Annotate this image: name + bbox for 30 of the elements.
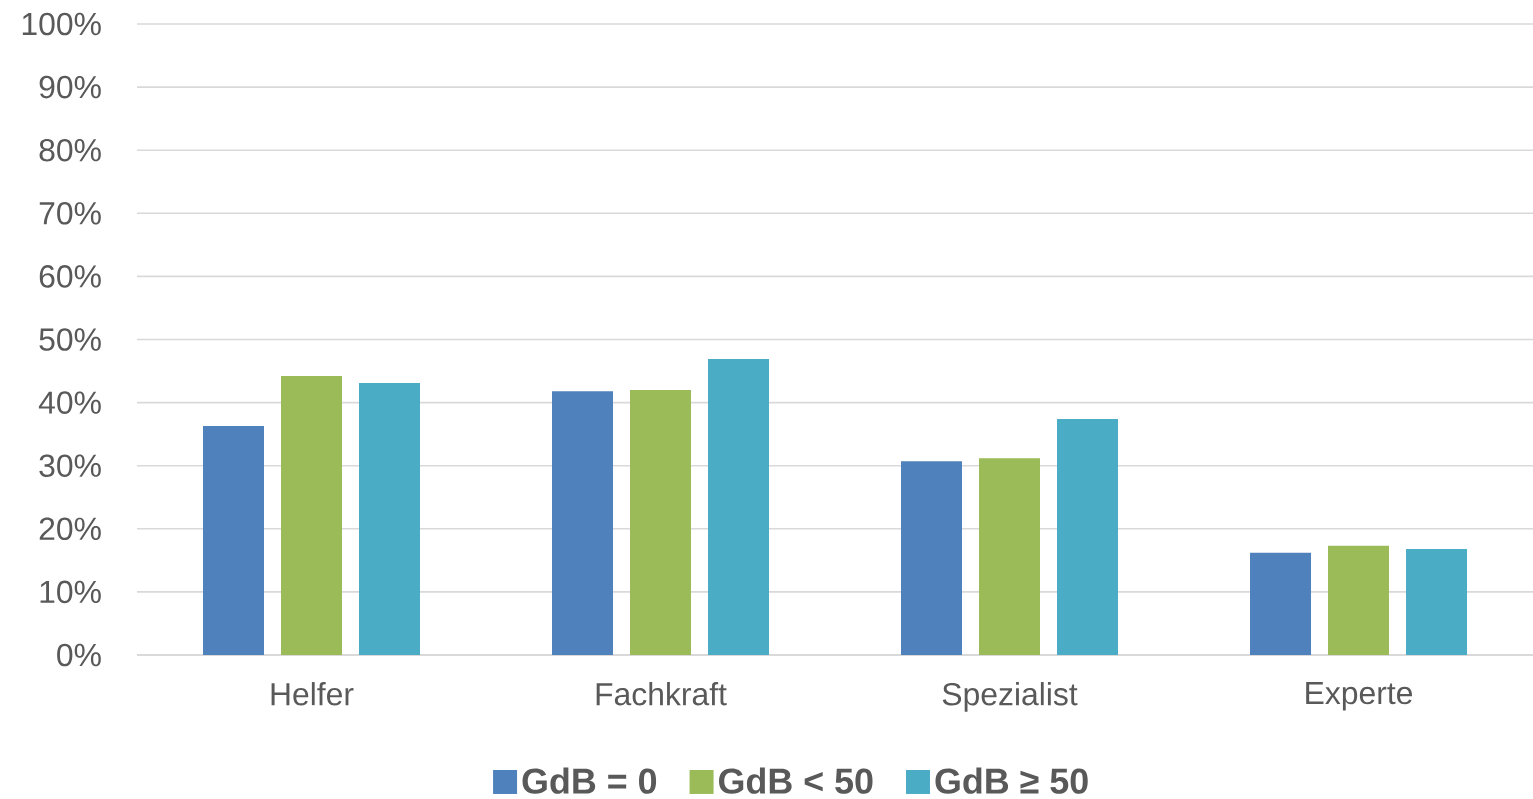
- legend-label: GdB < 50: [719, 767, 873, 794]
- y-tick-label: 50%: [39, 328, 101, 351]
- y-tick-label: 80%: [39, 138, 101, 162]
- y-tick-label: 30%: [39, 454, 101, 477]
- x-tick-label: Helfer: [271, 682, 354, 706]
- legend-label: GdB ≥ 50: [935, 767, 1088, 794]
- y-tick-label: 70%: [39, 202, 101, 225]
- bar: [1057, 419, 1119, 655]
- y-tick-label: 10%: [40, 580, 101, 604]
- bar: [708, 359, 770, 655]
- bar: [901, 461, 963, 655]
- bar: [1328, 545, 1390, 655]
- bar: [1250, 552, 1312, 655]
- y-tick-label: 90%: [39, 75, 101, 99]
- y-tick-label: 60%: [39, 265, 101, 288]
- bar: [359, 383, 420, 655]
- legend-label: GdB = 0: [522, 767, 657, 794]
- bar: [630, 389, 692, 655]
- bar: [552, 391, 614, 655]
- y-tick-label: 100%: [22, 12, 101, 36]
- x-tick-label: Spezialist: [942, 682, 1078, 712]
- y-tick-label: 40%: [38, 391, 101, 414]
- bar: [203, 425, 264, 655]
- y-tick-label: 20%: [39, 517, 101, 541]
- bar: [979, 458, 1041, 655]
- bar: [1406, 548, 1468, 655]
- x-tick-label: Fachkraft: [596, 682, 727, 706]
- x-tick-label: Experte: [1306, 682, 1413, 711]
- y-tick-label: 0%: [57, 643, 101, 667]
- bar: [281, 376, 342, 655]
